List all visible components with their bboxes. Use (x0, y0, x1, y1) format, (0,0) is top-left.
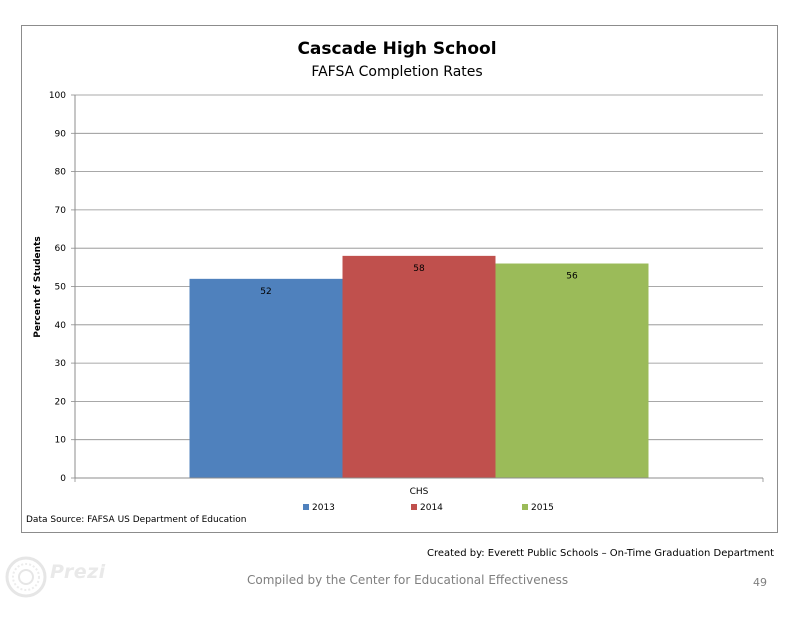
y-tick-label: 60 (55, 244, 67, 254)
data-label: 52 (260, 287, 271, 297)
y-tick-label: 90 (55, 129, 67, 139)
legend-label: 2013 (312, 503, 335, 513)
bar-2014 (342, 255, 496, 478)
y-tick-label: 20 (55, 397, 67, 407)
chart-subtitle: FAFSA Completion Rates (311, 64, 482, 80)
data-label: 58 (413, 264, 425, 274)
y-tick-label: 50 (55, 283, 67, 293)
page-number: 49 (753, 576, 767, 589)
y-axis-title: Percent of Students (33, 236, 43, 337)
legend-label: 2015 (531, 503, 554, 513)
chart-title: Cascade High School (297, 39, 496, 59)
prezi-logo: Prezi (4, 555, 106, 599)
legend: 2013 2014 2015 (303, 503, 554, 513)
data-source-note: Data Source: FAFSA US Department of Educ… (26, 515, 247, 525)
y-tick-label: 40 (55, 321, 67, 331)
y-tick-label: 0 (60, 474, 66, 484)
legend-swatch (411, 504, 417, 510)
bars: 52 58 56 (189, 255, 649, 478)
legend-swatch (303, 504, 309, 510)
y-tick-label: 30 (55, 359, 67, 369)
data-label: 56 (566, 272, 578, 282)
bar-2015 (495, 263, 649, 478)
y-tick-label: 10 (55, 436, 67, 446)
y-tick-label: 100 (49, 91, 66, 101)
legend-label: 2014 (420, 503, 443, 513)
axes: 0 10 20 30 40 50 60 70 80 90 100 CHS (49, 91, 764, 497)
prezi-logo-icon (5, 556, 47, 598)
compiled-by-line: Compiled by the Center for Educational E… (247, 573, 569, 587)
credit-line: Created by: Everett Public Schools – On-… (426, 548, 774, 559)
prezi-logo-text: Prezi (50, 561, 106, 583)
legend-swatch (522, 504, 528, 510)
x-category-label: CHS (410, 487, 429, 497)
y-tick-label: 80 (55, 168, 67, 178)
bar-2013 (189, 278, 343, 478)
y-tick-label: 70 (55, 206, 67, 216)
